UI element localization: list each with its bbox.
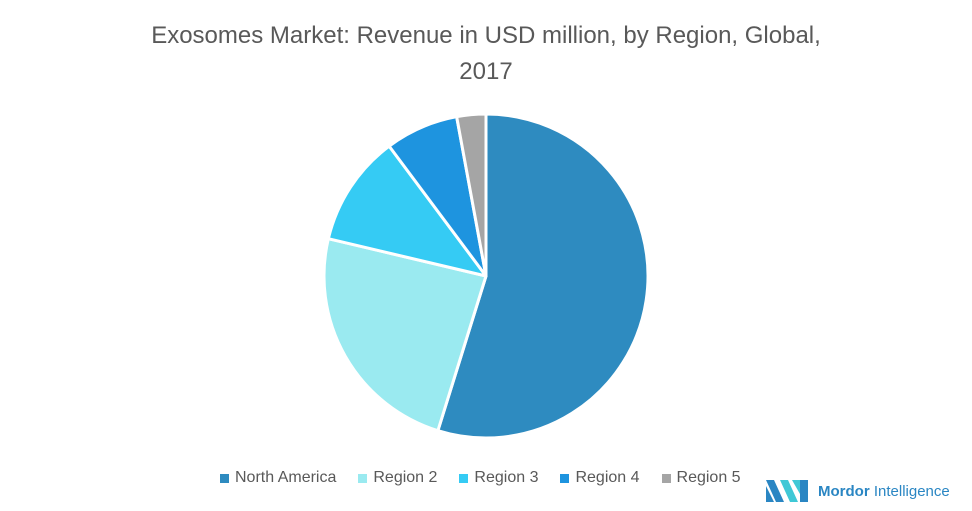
pie-slice-region-3 xyxy=(326,144,488,278)
mordor-intelligence-logo: Mordor Intelligence xyxy=(766,480,950,502)
pie-slices xyxy=(322,112,650,440)
logo-text-bold: Mordor xyxy=(818,482,870,500)
legend-swatch xyxy=(358,473,368,483)
pie-slice-region-2 xyxy=(322,237,488,433)
legend-swatch xyxy=(661,473,671,483)
pie-slice-north-america xyxy=(436,112,650,440)
legend-label: Region 2 xyxy=(373,469,438,486)
logo-text-rest: Intelligence xyxy=(869,482,950,500)
legend-item-region-2: Region 2 xyxy=(358,469,437,487)
legend-label: North America xyxy=(235,469,337,486)
chart-title-line-1: Exosomes Market: Revenue in USD million,… xyxy=(151,22,821,49)
legend-swatch xyxy=(459,473,469,483)
legend: North America Region 2 Region 3 Region 4… xyxy=(220,469,741,487)
chart-title: Exosomes Market: Revenue in USD million,… xyxy=(60,18,912,90)
legend-item-region-3: Region 3 xyxy=(459,469,538,487)
legend-swatch xyxy=(560,473,570,483)
chart-title-line-2: 2017 xyxy=(459,58,513,85)
legend-item-region-5: Region 5 xyxy=(661,469,741,487)
legend-item-north-america: North America xyxy=(220,469,336,487)
logo-mark-icon xyxy=(766,480,808,502)
legend-label: Region 5 xyxy=(676,469,741,486)
legend-label: Region 4 xyxy=(575,469,640,486)
logo-text: Mordor Intelligence xyxy=(818,483,950,500)
legend-label: Region 3 xyxy=(474,469,539,486)
legend-swatch xyxy=(220,473,229,483)
legend-item-region-4: Region 4 xyxy=(560,469,640,487)
pie-slice-region-5 xyxy=(455,112,488,278)
